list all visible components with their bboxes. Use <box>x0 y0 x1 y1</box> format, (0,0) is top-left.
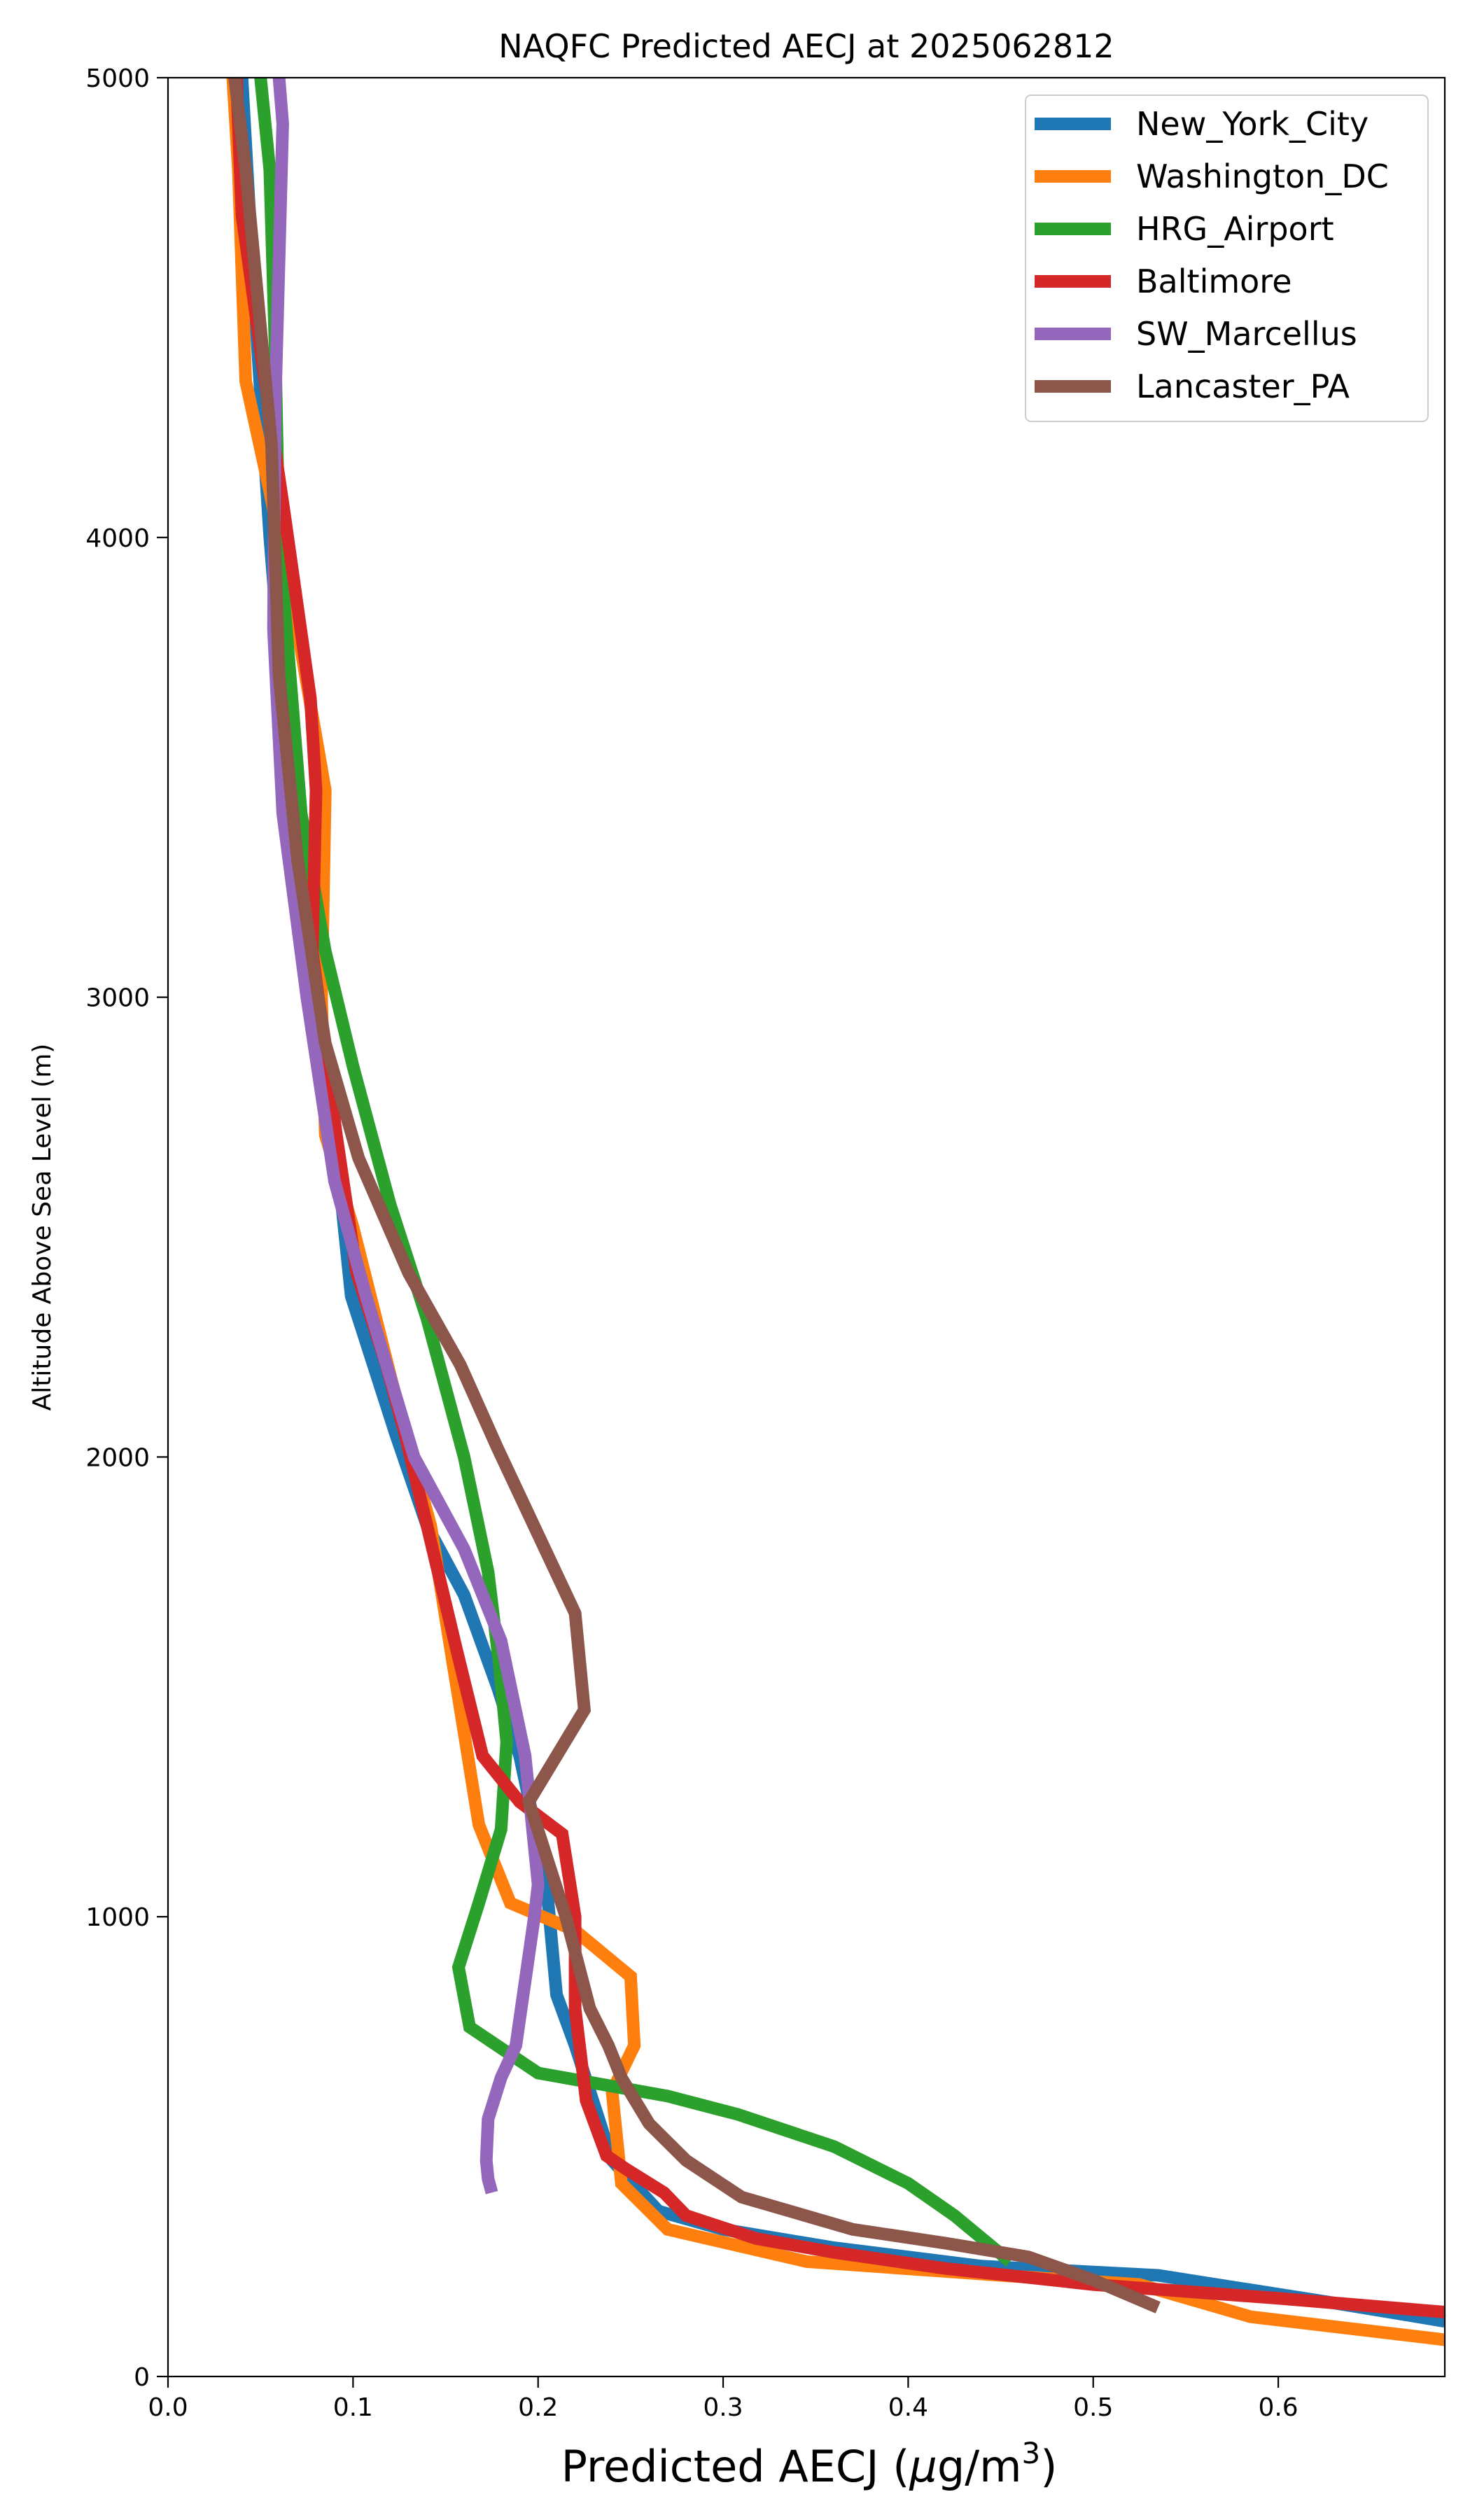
y-tick-label: 3000 <box>85 984 150 1013</box>
legend: New_York_City Washington_DC HRG_Airport Bal… <box>1025 94 1429 422</box>
y-tick-label: 2000 <box>85 1443 150 1472</box>
series-line-lancaster-pa <box>228 76 1161 2314</box>
x-axis-label-mu: μ <box>909 2441 937 2492</box>
legend-label: Washington_DC <box>1136 158 1389 195</box>
x-axis-label-prefix: Predicted AECJ ( <box>561 2441 910 2492</box>
x-tick-label: 0.0 <box>148 2393 188 2422</box>
x-axis-label-suffix: ) <box>1040 2441 1057 2492</box>
y-tick-label: 5000 <box>85 64 150 93</box>
plot-frame <box>167 76 1446 2378</box>
x-axis-label-unit: g/m <box>937 2441 1022 2492</box>
chart-title: NAQFC Predicted AECJ at 2025062812 <box>498 27 1114 65</box>
series-line-baltimore <box>230 77 1446 2318</box>
legend-label: Baltimore <box>1136 262 1292 300</box>
series-line-hrg-airport <box>254 77 1014 2267</box>
y-axis-label: Altitude Above Sea Level (m) <box>28 1044 57 1411</box>
x-axis-label: Predicted AECJ (μg/m3) <box>561 2436 1058 2492</box>
plot-area <box>168 78 1445 2376</box>
y-tick-label: 1000 <box>85 1903 150 1932</box>
x-tick-label: 0.6 <box>1258 2393 1298 2422</box>
x-tick-label: 0.3 <box>703 2393 743 2422</box>
legend-label: HRG_Airport <box>1136 210 1334 248</box>
legend-entries: New_York_City Washington_DC HRG_Airport Bal… <box>1035 105 1389 405</box>
series-layer <box>226 76 1446 2346</box>
x-tick-label: 0.1 <box>333 2393 373 2422</box>
legend-box <box>1025 94 1429 422</box>
x-tick-label: 0.4 <box>888 2393 928 2422</box>
legend-label: New_York_City <box>1136 105 1368 143</box>
y-tick-label: 4000 <box>85 524 150 553</box>
x-axis-label-exponent: 3 <box>1021 2436 1040 2470</box>
x-tick-label: 0.2 <box>518 2393 558 2422</box>
legend-label: SW_Marcellus <box>1136 315 1357 353</box>
x-axis-ticks: 0.0 0.1 0.2 0.3 0.4 0.5 0.6 <box>148 2376 1298 2422</box>
legend-label: Lancaster_PA <box>1136 368 1350 405</box>
y-tick-label: 0 <box>134 2363 150 2392</box>
y-axis-ticks: 0 1000 2000 3000 4000 5000 <box>85 64 168 2392</box>
x-tick-label: 0.5 <box>1073 2393 1113 2422</box>
